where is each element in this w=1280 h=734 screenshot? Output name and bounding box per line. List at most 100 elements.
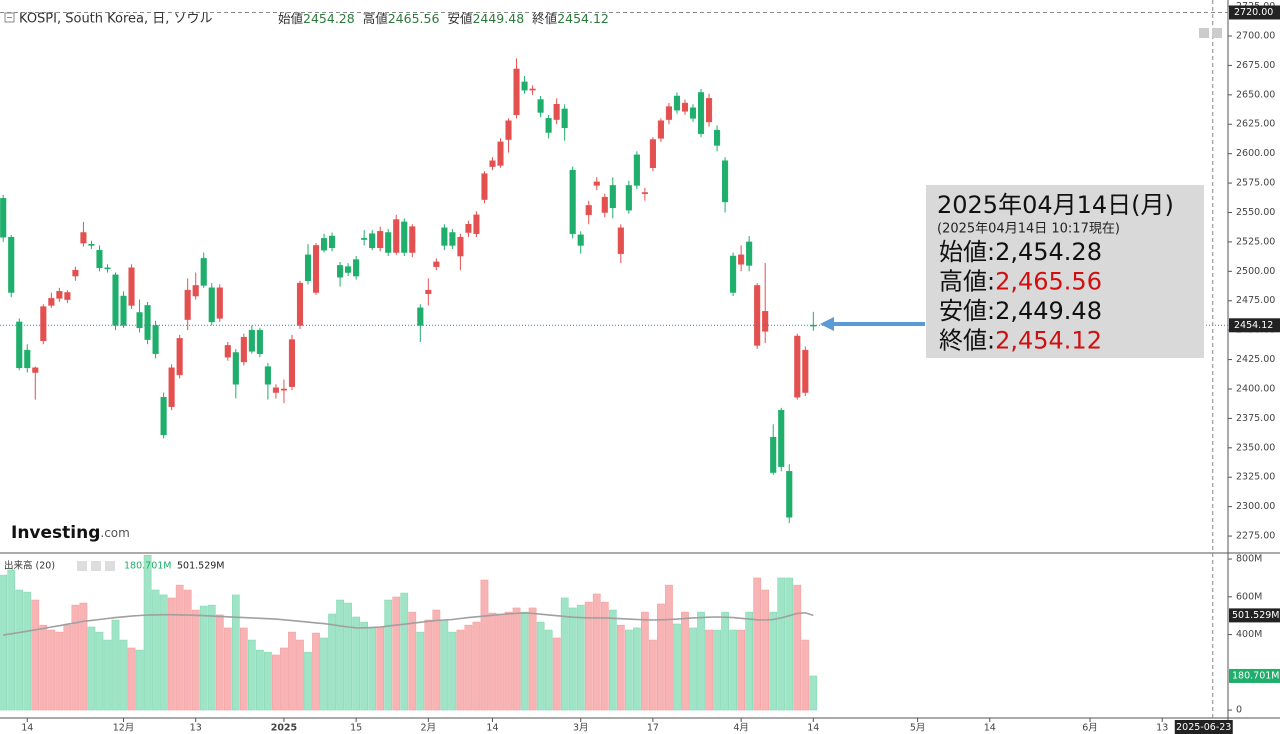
x-tick-label: 12月 <box>113 723 135 734</box>
candle-body <box>529 88 536 91</box>
volume-ma-line <box>3 611 814 636</box>
volume-bar <box>616 624 625 711</box>
volume-bar <box>296 639 304 711</box>
volume-bar <box>801 639 810 711</box>
tool-icon[interactable] <box>91 561 101 571</box>
volume-bar <box>729 629 737 711</box>
volume-bar <box>199 605 208 711</box>
x-tick-label: 14 <box>21 723 33 734</box>
volume-tag <box>1229 668 1280 683</box>
candle-body <box>88 244 95 246</box>
candle-body <box>320 238 328 251</box>
candle-body <box>561 108 568 129</box>
y-tick-label: 2475.00 <box>1236 295 1275 306</box>
candle-body <box>216 287 223 319</box>
volume-panel: 800M 600M 400M 0 <box>0 554 1262 716</box>
candle-body <box>329 235 336 249</box>
candle-body <box>585 205 592 216</box>
candle-body <box>176 338 183 376</box>
volume-bar <box>536 621 545 711</box>
volume-bar <box>223 627 232 711</box>
volume-bar <box>761 589 770 711</box>
candle-body <box>345 266 352 273</box>
tooltip-row: 高値:2,465.56 <box>939 268 1102 296</box>
x-tick-label: 4月 <box>733 723 749 734</box>
volume-bar <box>496 613 505 711</box>
volume-bar <box>408 611 417 711</box>
x-tick-label: 17 <box>647 723 659 734</box>
candle-body <box>441 227 448 246</box>
volume-bar <box>87 626 96 711</box>
candle-body <box>417 307 424 326</box>
volume-bar <box>272 654 280 711</box>
volume-bar <box>264 651 272 711</box>
candle-body <box>449 232 456 246</box>
volume-bar <box>544 629 553 711</box>
volume-bar <box>560 597 569 711</box>
pointer-arrow-head <box>820 317 834 331</box>
candle-body <box>72 269 79 277</box>
volume-bar <box>231 594 240 711</box>
candle-body <box>465 224 472 233</box>
volume-bar <box>400 592 409 711</box>
y-tick-label: 2600.00 <box>1236 148 1275 159</box>
volume-bar <box>592 593 601 711</box>
y-tick-label: 2425.00 <box>1236 354 1275 365</box>
candle-body <box>8 236 15 293</box>
candle-body <box>513 68 520 116</box>
candle-body <box>248 329 255 352</box>
scale-button[interactable] <box>1199 28 1209 38</box>
candle-body <box>770 436 777 473</box>
y-tick-label: 2525.00 <box>1236 236 1275 247</box>
y-tick-label: 2700.00 <box>1236 31 1275 42</box>
candle-body <box>481 173 488 200</box>
candle-body <box>722 160 729 203</box>
volume-bar <box>111 619 120 711</box>
candle-body <box>786 471 793 518</box>
volume-tag-label: 180.701M <box>1232 670 1279 681</box>
volume-bar <box>15 589 24 711</box>
candle-body <box>665 106 672 120</box>
scale-button[interactable] <box>1212 28 1222 38</box>
volume-bar <box>23 591 32 711</box>
header-value: 2454.12 <box>557 11 609 26</box>
volume-bar <box>239 627 248 711</box>
volume-ma-last: 501.529M <box>177 561 224 572</box>
collapse-icon[interactable] <box>4 12 15 23</box>
volume-bar <box>520 611 529 711</box>
candle-body <box>208 287 215 323</box>
candle-body <box>168 367 175 407</box>
candle-body <box>296 282 304 326</box>
volume-bar <box>440 619 449 711</box>
candle-body <box>433 261 440 267</box>
crosshair-y-tag <box>1229 5 1280 20</box>
candle-body <box>545 118 552 133</box>
volume-last: 180.701M <box>124 561 171 572</box>
volume-bar <box>376 626 385 711</box>
candle-body <box>56 291 63 299</box>
candle-body <box>657 120 664 139</box>
y-tick-label: 2325.00 <box>1236 472 1275 483</box>
tool-icon[interactable] <box>105 561 115 571</box>
candle-body <box>649 139 656 169</box>
header-field: 高値2465.56 <box>363 11 440 26</box>
tooltip-row-label: 始値 <box>939 238 987 266</box>
volume-bar <box>119 639 128 711</box>
x-tick-label: 6月 <box>1082 723 1098 734</box>
y-tick-label: 2675.00 <box>1236 60 1275 71</box>
header-label: 始値 <box>278 11 303 26</box>
candle-body <box>746 241 753 266</box>
candle-body <box>497 141 504 166</box>
header-label: 安値 <box>447 11 472 26</box>
tooltip-asof: (2025年04月14日 10:17現在) <box>937 222 1120 237</box>
candle-body <box>120 295 127 326</box>
tool-icon[interactable] <box>77 561 87 571</box>
volume-bar <box>713 629 721 711</box>
volume-bar <box>809 675 818 711</box>
volume-tools <box>77 561 115 571</box>
y-tick-label: 2300.00 <box>1236 501 1275 512</box>
volume-bar <box>248 639 256 711</box>
volume-bar <box>328 613 336 711</box>
y-tick-label: 600M <box>1236 591 1262 602</box>
